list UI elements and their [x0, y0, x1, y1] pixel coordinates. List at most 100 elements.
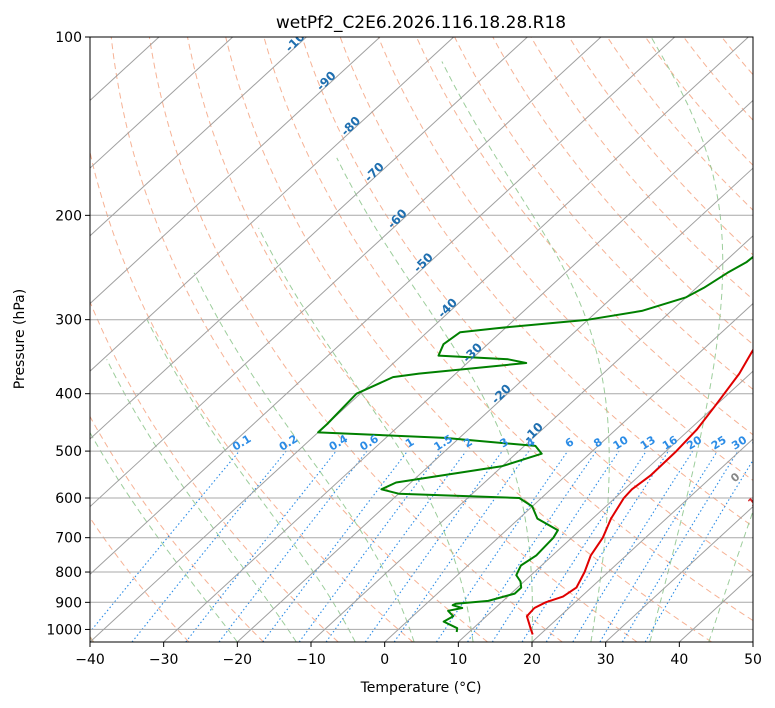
isotherm-line	[90, 37, 749, 642]
y-tick-label: 700	[55, 531, 82, 547]
x-tick-label: −10	[296, 652, 326, 668]
mixing-ratio-line	[218, 450, 368, 642]
isotherm-line	[90, 37, 381, 305]
mixing-ratio-line	[621, 450, 739, 642]
mixing-ratio-label: 2	[461, 435, 474, 450]
y-tick-label: 300	[55, 313, 82, 329]
isotherm-line	[90, 37, 528, 440]
x-tick-label: 40	[670, 652, 688, 668]
isotherm-line	[0, 37, 12, 642]
plot-area: 0.1 0.2 0.4 0.6 1 1.5 2 3 4 6 8 10 13 16 20 25 30 3601020…	[0, 37, 775, 642]
isotherm-line	[752, 641, 753, 642]
dry-adiabats	[90, 37, 753, 642]
moist-adiabat	[146, 319, 356, 642]
mixing-ratio-label: 1.5	[432, 432, 455, 453]
dry-adiabat	[721, 37, 753, 76]
isotherm-line	[457, 370, 753, 642]
x-tick-label: 20	[523, 652, 541, 668]
isotherm-line	[90, 37, 676, 575]
isotherm-line	[90, 37, 602, 508]
isotherm-line	[605, 505, 753, 642]
y-tick-label: 500	[55, 444, 82, 460]
isotherm-label: -90	[314, 68, 339, 93]
moist-adiabat	[441, 61, 610, 642]
mixing-ratio-line	[435, 450, 569, 642]
moist-adiabat	[106, 359, 297, 642]
y-tick-label: 100	[55, 30, 82, 46]
y-tick-label: 200	[55, 208, 82, 224]
dry-adiabat	[90, 300, 339, 642]
moist-adiabat-label: 30	[758, 546, 775, 566]
dry-adiabat	[263, 37, 753, 622]
sounding-series	[317, 255, 753, 635]
x-tick-label: 30	[597, 652, 615, 668]
moist-adiabat	[708, 509, 753, 642]
chart-title: wetPf2_C2E6.2026.116.18.28.R18	[276, 13, 566, 33]
y-axis-label: Pressure (hPa)	[12, 289, 28, 389]
dry-adiabat	[568, 37, 753, 256]
dry-adiabat	[187, 37, 638, 642]
mixing-ratio-line	[131, 450, 287, 642]
mixing-ratio-line	[572, 450, 694, 642]
dry-adiabat	[644, 37, 753, 166]
y-tick-label: 600	[55, 491, 82, 507]
mixing-ratio-label: 13	[638, 433, 658, 452]
background-line-labels: 0.1 0.2 0.4 0.6 1 1.5 2 3 4 6 8 10 13 16 20 25 30 3601020…	[230, 37, 775, 566]
mixing-ratio-line	[599, 450, 718, 642]
pressure-gridlines	[90, 37, 753, 630]
y-tick-label: 800	[55, 565, 82, 581]
dry-adiabat	[339, 37, 753, 528]
mixing-ratio-line	[325, 450, 467, 642]
x-tick-label: −20	[223, 652, 253, 668]
mixing-ratio-line	[467, 450, 597, 642]
mixing-ratio-label: 8	[591, 435, 604, 450]
mixing-ratio-label: 0.2	[277, 432, 300, 453]
isotherm-label: -40	[435, 295, 460, 320]
mixing-ratio-label: 1	[403, 435, 416, 450]
moist-adiabat-label: 20	[752, 517, 772, 537]
mixing-ratio-label: 20	[684, 433, 704, 452]
moist-adiabat-label: 0	[728, 470, 742, 485]
dewpoint-profile-line	[317, 255, 753, 633]
mixing-ratio-label: 0.4	[327, 432, 351, 454]
mixing-ratio-line	[521, 450, 647, 642]
x-tick-label: 0	[380, 652, 389, 668]
mixing-ratio-line	[298, 450, 442, 642]
mixing-ratio-line	[364, 450, 503, 642]
mixing-ratio-label: 36	[750, 433, 770, 452]
y-tick-label: 1000	[46, 622, 82, 638]
isotherm-line	[310, 235, 753, 642]
isotherm-line	[90, 37, 234, 169]
moist-adiabat	[90, 431, 238, 642]
moist-adiabat-label: 10	[745, 489, 765, 509]
dry-adiabat	[492, 37, 753, 345]
y-tick-label: 900	[55, 595, 82, 611]
moist-adiabat	[193, 272, 415, 642]
isotherm-label: -80	[338, 114, 363, 139]
plot-frame	[89, 36, 754, 643]
dry-adiabat	[90, 415, 264, 642]
x-tick-label: −40	[75, 652, 105, 668]
temperature-profile-line	[525, 348, 753, 635]
mixing-ratio-line	[185, 450, 337, 642]
isotherm-line	[90, 37, 307, 237]
dry-adiabat	[148, 37, 563, 642]
y-axis-ticks: 1000 900 800 700 600 500 400 300 200 100	[46, 30, 90, 638]
mixing-ratio-line	[491, 450, 620, 642]
isotherm-line	[163, 99, 753, 642]
mixing-ratio-label: 6	[563, 435, 577, 450]
dry-adiabat	[377, 37, 753, 482]
x-tick-label: 50	[744, 652, 762, 668]
mixing-ratio-line	[545, 450, 669, 642]
moist-adiabat	[649, 37, 724, 642]
mixing-ratio-label: 0.1	[230, 432, 253, 453]
moist-adiabats	[90, 37, 753, 642]
isotherms	[0, 37, 753, 642]
isotherm-label: -50	[411, 250, 436, 275]
dry-adiabat	[301, 37, 753, 574]
dry-adiabat	[606, 37, 753, 211]
dry-adiabat	[225, 37, 712, 642]
mixing-ratio-line	[90, 450, 240, 633]
